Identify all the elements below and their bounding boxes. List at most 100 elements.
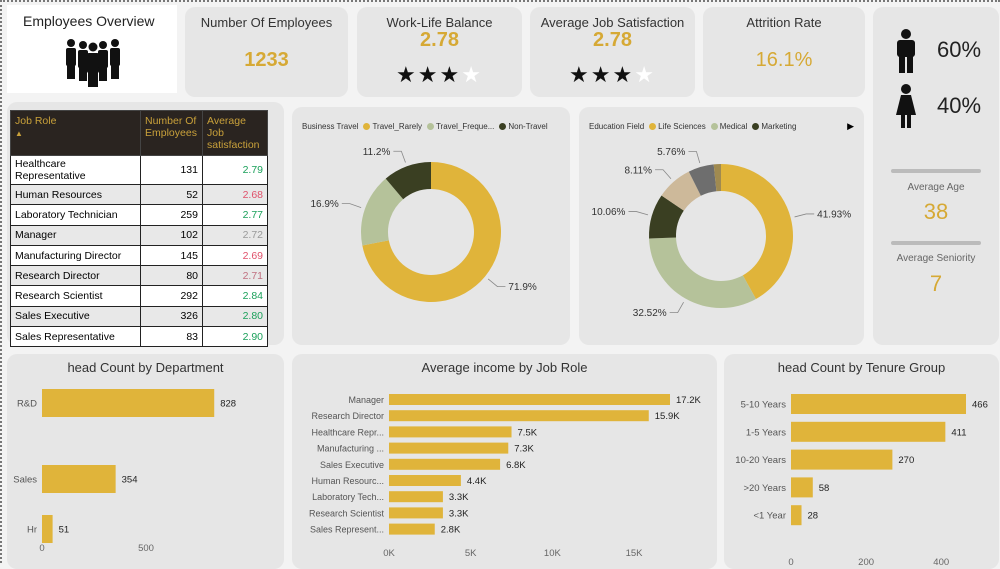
bar[interactable] [791, 421, 946, 442]
cell-satisfaction: 2.71 [202, 265, 268, 287]
data-label: 17.2K [676, 395, 701, 406]
cell-satisfaction: 2.84 [202, 285, 268, 307]
bar[interactable] [389, 507, 443, 519]
x-tick-label: 5K [465, 548, 477, 559]
col-header-employees[interactable]: Number Of Employees [140, 110, 203, 156]
female-pct: 40% [937, 93, 982, 118]
table-row[interactable]: Sales Executive 326 2.80 [10, 305, 268, 328]
legend-item[interactable]: Travel_Rarely [372, 122, 422, 131]
bar[interactable] [42, 465, 116, 493]
legend-item[interactable]: Travel_Freque... [435, 122, 495, 131]
people-group-icon [66, 39, 120, 87]
cell-employees: 292 [140, 285, 203, 307]
bar[interactable] [389, 523, 435, 535]
data-label: 411 [951, 427, 966, 438]
data-label: 7.5K [518, 427, 538, 438]
star-rating: ★★★★ [396, 62, 483, 87]
slice-label: 5.76% [657, 147, 685, 158]
cell-job-role: Research Scientist [10, 285, 141, 307]
kpi-value: 2.78 [420, 29, 459, 51]
table-row[interactable]: Human Resources 52 2.68 [10, 183, 268, 206]
bar[interactable] [42, 389, 215, 417]
male-icon [897, 29, 915, 73]
legend-dot [499, 123, 507, 130]
table-row[interactable]: Sales Representative 83 2.90 [10, 326, 268, 348]
bar[interactable] [389, 410, 649, 422]
kpi-label: Attrition Rate [746, 15, 822, 30]
legend-title: Business Travel [302, 122, 359, 131]
x-tick-label: 500 [138, 543, 154, 554]
x-tick-label: 0 [39, 543, 44, 554]
legend-item[interactable]: Medical [719, 122, 748, 131]
bar[interactable] [389, 475, 461, 486]
table-row[interactable]: Laboratory Technician 259 2.77 [10, 204, 268, 226]
bar[interactable] [791, 449, 893, 470]
legend-next-icon[interactable]: ▶ [847, 121, 854, 131]
legend-dot [363, 123, 371, 130]
legend-item[interactable]: Life Sciences [658, 122, 706, 131]
col-header-job-role[interactable]: Job Role ▲ [10, 110, 141, 156]
bar[interactable] [389, 426, 512, 438]
donut-slice[interactable] [649, 195, 684, 239]
income-bar-chart: Manager 17.2K Research Director 15.9K Health… [309, 394, 701, 559]
bar[interactable] [389, 442, 509, 454]
table-row[interactable]: Research Director 80 2.71 [10, 265, 268, 287]
leader-line [655, 169, 672, 180]
bar[interactable] [791, 505, 802, 526]
leader-line [688, 151, 701, 164]
data-label: 28 [808, 511, 819, 522]
donut-slice[interactable] [385, 162, 431, 200]
cell-satisfaction: 2.68 [202, 183, 268, 206]
col-header-satisfaction[interactable]: Average Job satisfaction [202, 110, 268, 156]
slice-label: 8.11% [624, 165, 652, 176]
cell-job-role: Manufacturing Director [10, 244, 141, 267]
donut-slice[interactable] [361, 178, 404, 246]
data-label: 4.4K [467, 476, 487, 487]
donut-slice[interactable] [362, 162, 501, 302]
table-row[interactable]: Manufacturing Director 145 2.69 [10, 244, 268, 267]
data-label: 828 [220, 399, 236, 410]
cell-employees: 102 [140, 224, 203, 246]
donut-slice[interactable] [713, 164, 721, 192]
bar[interactable] [791, 477, 813, 498]
kpi-work-life: Work-Life Balance 2.78 ★★★★ [357, 7, 522, 97]
cell-job-role: Healthcare Representative [10, 155, 141, 185]
legend: Education Field Life Sciences Medical Marke… [589, 122, 796, 131]
donut-slice[interactable] [721, 164, 793, 299]
legend-item[interactable]: Non-Travel [508, 122, 548, 131]
data-label: 466 [972, 400, 988, 411]
leader-line [669, 301, 684, 314]
kpi-value: 16.1% [755, 49, 813, 71]
cell-employees: 259 [140, 204, 203, 226]
category-label: Research Scientist [309, 508, 385, 518]
category-label: Laboratory Tech... [312, 492, 384, 502]
bar[interactable] [389, 394, 670, 405]
slice-label: 32.52% [633, 308, 667, 319]
cell-employees: 145 [140, 244, 203, 267]
bar[interactable] [389, 491, 443, 503]
business-travel-donut: 71.9% 16.9% 11.2% [310, 147, 537, 302]
table-row[interactable]: Manager 102 2.72 [10, 224, 268, 246]
donut-slice[interactable] [688, 164, 717, 196]
bar[interactable] [42, 515, 53, 543]
x-tick-label: 0 [788, 557, 793, 565]
data-label: 58 [819, 483, 830, 494]
slice-label: 16.9% [310, 199, 338, 210]
tenure-bar-chart: 5-10 Years 466 1-5 Years 411 10-20 Years 270 >… [735, 394, 988, 565]
leader-line [341, 203, 362, 208]
bar[interactable] [389, 458, 501, 470]
table-row[interactable]: Research Scientist 292 2.84 [10, 285, 268, 307]
data-label: 270 [898, 455, 914, 466]
cell-satisfaction: 2.79 [202, 155, 268, 185]
donut-slice[interactable] [661, 171, 701, 211]
category-label: Sales Executive [320, 460, 384, 470]
cell-job-role: Manager [10, 224, 141, 246]
donut-slice[interactable] [649, 237, 756, 308]
table-row[interactable]: Healthcare Representative 131 2.79 [10, 155, 268, 185]
legend-item[interactable]: Marketing [761, 122, 797, 131]
cell-satisfaction: 2.90 [202, 326, 268, 348]
leader-line [794, 213, 815, 218]
overview-title: Employees Overview [23, 13, 155, 29]
sort-asc-icon: ▲ [15, 129, 23, 138]
bar[interactable] [791, 394, 966, 414]
